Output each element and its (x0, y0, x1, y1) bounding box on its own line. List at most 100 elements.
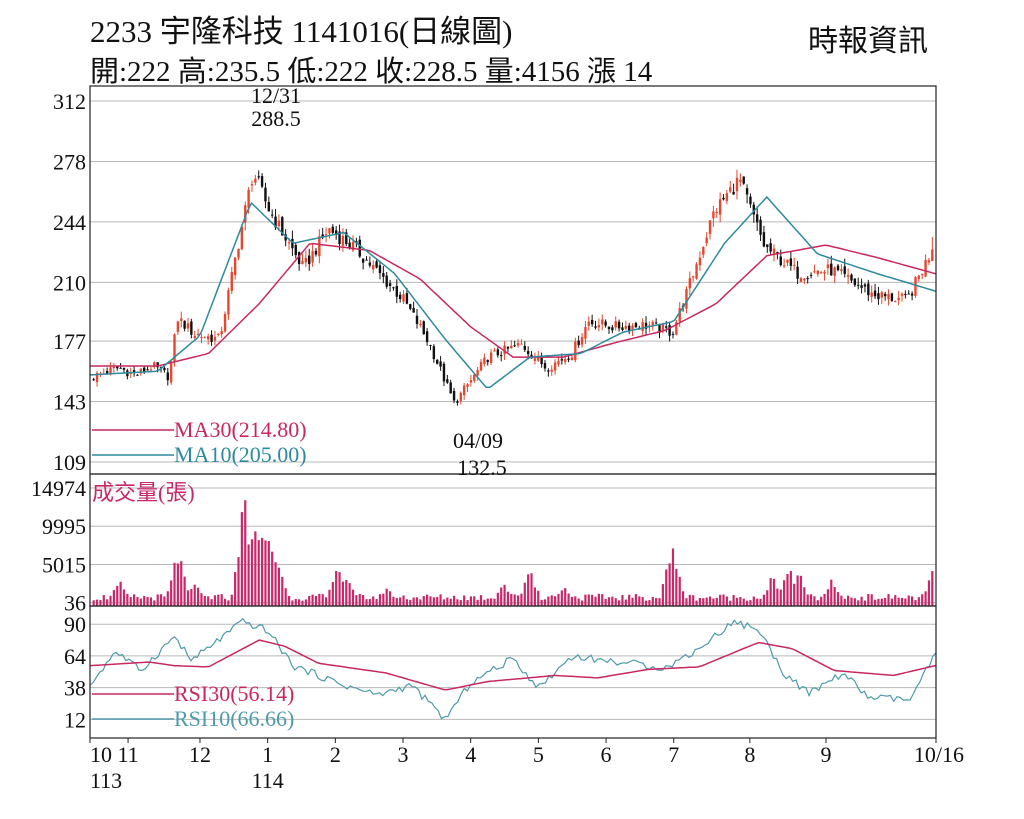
candle-body (439, 361, 442, 367)
candle-body (233, 257, 237, 276)
candle-body (119, 367, 122, 369)
candle-body (557, 360, 560, 365)
candle-body (745, 188, 749, 195)
volume-bar (163, 596, 166, 606)
volume-bar (466, 599, 469, 606)
volume-bar (769, 578, 772, 606)
volume-bar (459, 600, 462, 606)
low-value-label: 132.5 (457, 455, 507, 480)
rsi-tick-label: 90 (64, 612, 86, 637)
volume-bar (324, 597, 328, 606)
price-tick-label: 177 (53, 329, 86, 354)
volume-bar (180, 561, 183, 606)
volume-bar (826, 589, 830, 606)
volume-bar (207, 596, 210, 606)
x-tick-label: 12 (189, 742, 211, 767)
volume-bar (823, 593, 826, 606)
candle-body (543, 363, 547, 369)
candle-body (328, 228, 331, 234)
candle-body (604, 321, 607, 326)
candle-body (537, 356, 540, 361)
volume-bar (506, 591, 510, 606)
candle-body (574, 341, 577, 361)
volume-bar (873, 599, 877, 606)
volume-bar (331, 582, 334, 606)
candle-body (334, 230, 338, 235)
volume-bar (557, 593, 560, 606)
candle-body (836, 265, 840, 271)
candle-body (183, 320, 186, 329)
candle-body (402, 294, 405, 302)
volume-bar (277, 567, 281, 606)
volume-bar (412, 597, 415, 606)
volume-bar (220, 594, 223, 606)
volume-bar (294, 598, 297, 606)
candle-body (331, 226, 335, 233)
volume-bar (217, 594, 220, 606)
volume-bar (702, 598, 705, 606)
volume-bar (415, 597, 419, 606)
volume-bar (382, 593, 385, 606)
volume-bar (671, 548, 675, 606)
candle-body (894, 301, 897, 303)
volume-bar (880, 598, 883, 606)
candle-body (729, 187, 732, 192)
candle-body (287, 242, 291, 244)
candle-body (452, 390, 456, 401)
volume-bar (112, 590, 115, 606)
volume-bar (321, 594, 324, 606)
volume-bar (887, 594, 890, 606)
candle-body (116, 366, 119, 369)
candle-body (314, 250, 318, 255)
candle-body (793, 264, 796, 266)
panel-frames (89, 85, 937, 739)
peak-value-label: 288.5 (251, 106, 301, 131)
volume-bar (432, 597, 435, 606)
volume-bar (183, 576, 186, 606)
candle-body (473, 374, 476, 381)
volume-bar (894, 595, 897, 606)
volume-bar (591, 594, 594, 606)
x-tick-label: 11 (117, 742, 138, 767)
candle-body (850, 274, 853, 281)
panel-frame (89, 605, 937, 739)
candle-body (105, 371, 109, 375)
candle-body (169, 361, 173, 383)
volume-bar (298, 599, 301, 606)
volume-bar (153, 600, 156, 606)
price-tick-label: 109 (53, 450, 86, 475)
volume-bar (685, 598, 688, 606)
candle-body (442, 363, 446, 382)
candle-body (149, 369, 153, 371)
candle-body (318, 236, 321, 257)
candle-body (449, 382, 452, 394)
volume-bar (803, 587, 806, 606)
candle-body (590, 319, 594, 325)
candle-body (398, 294, 402, 300)
volume-bar (762, 594, 766, 606)
volume-bar (634, 594, 638, 606)
volume-bar (688, 594, 691, 606)
volume-bar (644, 600, 648, 606)
indicator-lines (89, 195, 937, 720)
volume-bars (92, 500, 934, 606)
volume-bar (203, 596, 206, 606)
candle-body (772, 248, 776, 254)
volume-bar (594, 596, 597, 606)
candle-body (702, 246, 705, 255)
volume-bar (614, 598, 617, 606)
volume-bar (446, 597, 449, 606)
rsi10-line (89, 617, 937, 720)
candle-body (675, 322, 678, 335)
volume-bar (678, 576, 681, 606)
volume-bar (921, 594, 924, 606)
candle-body (927, 260, 931, 263)
volume-bar (483, 599, 486, 606)
volume-bar (668, 563, 671, 606)
candle-body (217, 333, 220, 335)
volume-bar (820, 596, 823, 606)
candle-body (873, 290, 877, 297)
candle-body (614, 321, 617, 328)
candle-body (395, 285, 399, 297)
candle-body (153, 362, 156, 367)
